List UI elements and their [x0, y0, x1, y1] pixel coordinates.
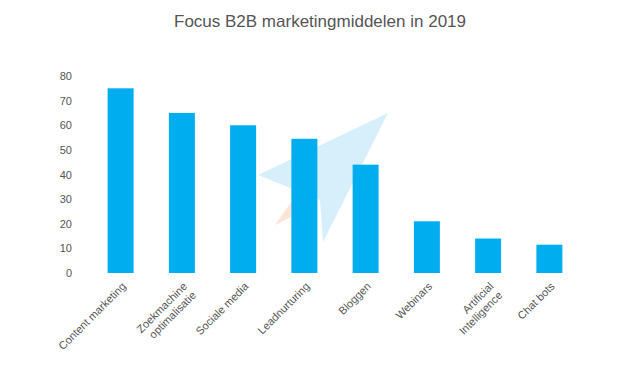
y-tick [86, 125, 90, 126]
bar [536, 245, 562, 273]
y-tick-label: 10 [60, 242, 72, 254]
y-tick [86, 248, 90, 249]
y-tick [86, 149, 90, 150]
x-tick-label-line: Intelligence [457, 289, 505, 337]
y-tick-label: 40 [60, 169, 72, 181]
x-tick-label: Bloggen [336, 280, 373, 317]
x-tick-label: Leadnurturing [255, 280, 311, 336]
y-tick [86, 223, 90, 224]
bar [353, 165, 379, 273]
y-tick-label: 20 [60, 218, 72, 230]
x-tick-label-line: Webinars [393, 280, 435, 322]
x-tick-label-line: Bloggen [336, 280, 373, 317]
x-tick-label-line: Chat bots [515, 280, 557, 322]
y-tick-label: 30 [60, 193, 72, 205]
x-tick-label-line: Content marketing [56, 280, 128, 352]
bar [230, 125, 256, 273]
chart-svg: Focus B2B marketingmiddelen in 2019 0 10 20… [0, 0, 640, 386]
x-tick-label: ArtificialIntelligence [448, 280, 505, 337]
bar [475, 239, 501, 273]
y-tick-label: 70 [60, 95, 72, 107]
bar [414, 221, 440, 273]
y-tick-label: 50 [60, 144, 72, 156]
page: {"chart_data": {"type": "bar", "title": … [0, 0, 640, 386]
y-tick [86, 76, 90, 77]
x-tick-label-line: Sociale media [193, 279, 251, 337]
chart-container: Focus B2B marketingmiddelen in 2019 0 10 20… [0, 0, 640, 386]
x-tick-label-line: optimalisatie [147, 289, 199, 341]
title: Focus B2B marketingmiddelen in 2019 [174, 12, 466, 31]
bars [108, 88, 563, 273]
bar [291, 139, 317, 273]
y-tick [86, 174, 90, 175]
y-tick [86, 199, 90, 200]
y-tick [86, 100, 90, 101]
x-tick-label: Chat bots [515, 280, 557, 322]
bar [169, 113, 195, 273]
x-tick-label: Sociale media [193, 279, 251, 337]
y-tick-label: 60 [60, 119, 72, 131]
x-tick-label: Zoekmachineoptimalisatie [134, 280, 198, 344]
x-tick-label: Webinars [393, 280, 435, 322]
x-tick-label: Content marketing [56, 280, 128, 352]
bar [108, 88, 134, 273]
y-tick [86, 273, 90, 274]
y-tick-label: 80 [60, 70, 72, 82]
y-tick-label: 0 [66, 267, 72, 279]
x-tick-label-line: Leadnurturing [255, 280, 311, 336]
